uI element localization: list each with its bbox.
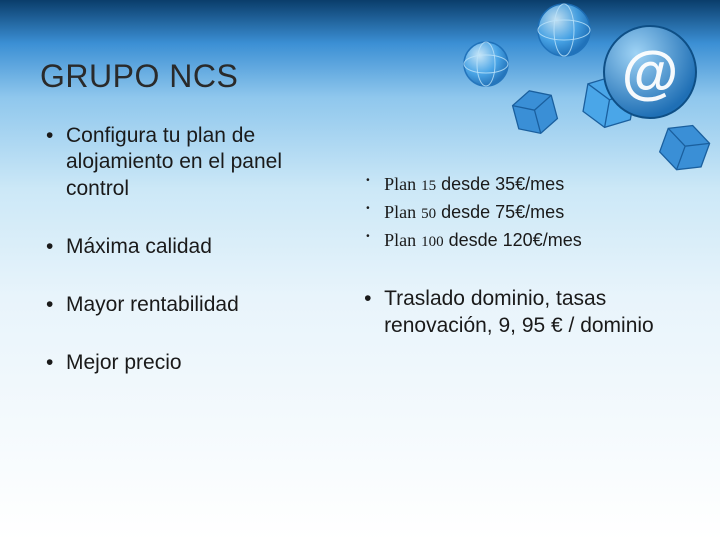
- plan-price: desde 120€/mes: [449, 230, 582, 250]
- plan-name: Plan: [384, 202, 416, 222]
- plan-price: desde 75€/mes: [441, 202, 564, 222]
- plan-number: 15: [421, 178, 436, 194]
- plan-item: Plan 15 desde 35€/mes: [362, 171, 680, 199]
- plan-name: Plan: [384, 174, 416, 194]
- plan-price: desde 35€/mes: [441, 174, 564, 194]
- plans-list: Plan 15 desde 35€/mes Plan 50 desde 75€/…: [362, 171, 680, 255]
- left-bullet: Mejor precio: [40, 350, 338, 376]
- extra-bullet: Traslado dominio, tasas renovación, 9, 9…: [362, 285, 680, 340]
- plan-name: Plan: [384, 230, 416, 250]
- extra-bullet-list: Traslado dominio, tasas renovación, 9, 9…: [362, 285, 680, 340]
- columns: Configura tu plan de alojamiento en el p…: [40, 123, 680, 409]
- plan-item: Plan 100 desde 120€/mes: [362, 227, 680, 255]
- plan-item: Plan 50 desde 75€/mes: [362, 199, 680, 227]
- left-bullet-list: Configura tu plan de alojamiento en el p…: [40, 123, 338, 377]
- slide: GRUPO NCS Configura tu plan de alojamien…: [0, 0, 720, 540]
- left-column: Configura tu plan de alojamiento en el p…: [40, 123, 338, 409]
- left-bullet: Mayor rentabilidad: [40, 292, 338, 318]
- slide-title: GRUPO NCS: [40, 58, 680, 95]
- right-column: Plan 15 desde 35€/mes Plan 50 desde 75€/…: [362, 123, 680, 409]
- plan-number: 50: [421, 206, 436, 222]
- left-bullet: Máxima calidad: [40, 234, 338, 260]
- left-bullet: Configura tu plan de alojamiento en el p…: [40, 123, 338, 202]
- plan-number: 100: [421, 234, 444, 250]
